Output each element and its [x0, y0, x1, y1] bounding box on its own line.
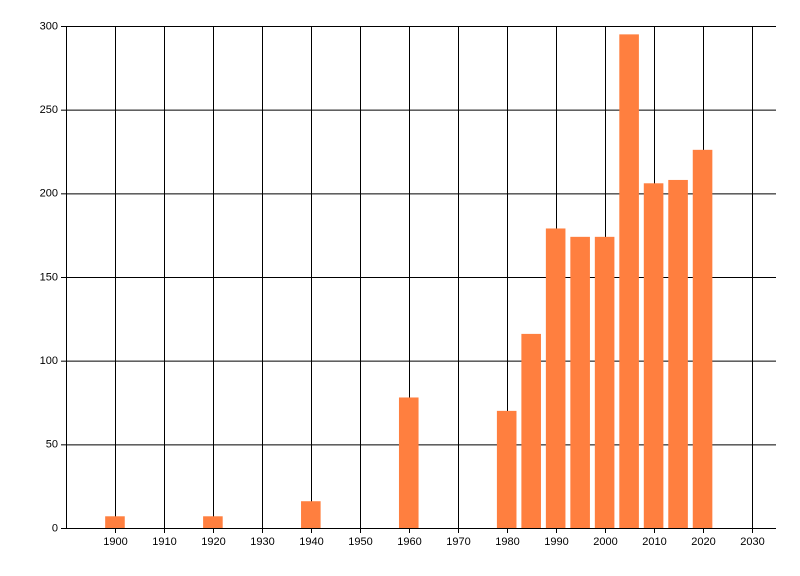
- bar: [105, 516, 125, 528]
- x-tick-label: 1910: [152, 536, 176, 548]
- x-tick-label: 1990: [544, 536, 568, 548]
- bar: [545, 228, 566, 528]
- x-tick-label: 2010: [642, 536, 666, 548]
- bar: [301, 501, 321, 528]
- x-tick-label: 2020: [691, 536, 715, 548]
- bar: [203, 516, 223, 528]
- bar: [692, 149, 713, 528]
- x-tick-label: 1930: [250, 536, 274, 548]
- y-tick-label: 250: [40, 104, 58, 116]
- x-tick-label: 1970: [446, 536, 470, 548]
- x-tick-label: 1920: [201, 536, 225, 548]
- bar: [619, 34, 639, 528]
- x-tick-label: 1950: [348, 536, 372, 548]
- bar: [570, 236, 590, 528]
- x-tick-label: 1980: [495, 536, 519, 548]
- bar: [643, 183, 664, 528]
- bar: [668, 179, 688, 529]
- bar: [521, 333, 541, 528]
- y-tick-label: 200: [40, 188, 58, 200]
- y-tick-label: 0: [52, 522, 58, 534]
- x-tick-label: 1940: [299, 536, 323, 548]
- x-tick-label: 2000: [593, 536, 617, 548]
- y-tick-label: 50: [46, 439, 58, 451]
- y-tick-label: 100: [40, 355, 58, 367]
- bar: [398, 397, 419, 528]
- y-tick-label: 150: [40, 271, 58, 283]
- x-tick-label: 1900: [103, 536, 127, 548]
- x-tick-label: 2030: [740, 536, 764, 548]
- x-tick-label: 1960: [397, 536, 421, 548]
- bar: [594, 236, 615, 528]
- bar: [496, 410, 517, 528]
- y-tick-label: 300: [40, 20, 58, 32]
